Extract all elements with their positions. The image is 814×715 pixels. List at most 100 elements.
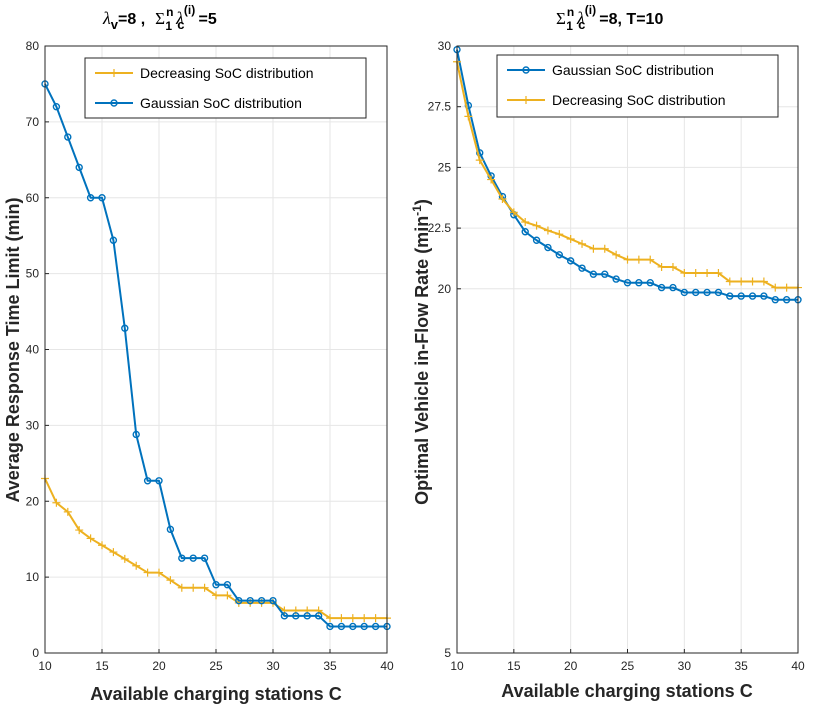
left-legend-box [84, 57, 367, 119]
right-gaussian-data-point [646, 279, 654, 287]
left-gaussian-data-point [212, 581, 220, 589]
right-tick-labels: 10 15 20 25 30 35 40 5 20 22.5 25 27.5 30 [428, 39, 805, 673]
right-decreasing-data-point [657, 262, 666, 271]
left-decreasing-data-point [143, 568, 152, 577]
right-gaussian-data-point [589, 270, 598, 278]
left-decreasing-data-point [177, 583, 186, 592]
right-x-tick-label: 35 [734, 659, 748, 673]
right-gaussian-data-point [680, 288, 689, 297]
left-y-tick-label: 60 [26, 191, 40, 205]
right-series [453, 45, 802, 304]
right-decreasing-data-point [691, 269, 700, 278]
right-gaussian-data-point [771, 296, 779, 304]
left-decreasing-data-point [360, 614, 369, 623]
left-y-tick-label: 70 [26, 115, 40, 129]
right-chart: 10 15 20 25 30 35 40 5 20 22.5 25 27.5 30 Gaussian S… [410, 3, 805, 701]
left-x-axis-label: Available charging stations C [90, 684, 341, 704]
left-y-axis-label: Average Response Time Limit (min) [3, 197, 23, 502]
left-gaussian-data-point [246, 596, 254, 605]
right-decreasing-data-point [612, 250, 621, 259]
left-x-tick-label: 30 [266, 659, 280, 673]
left-decreasing-data-point [200, 583, 209, 592]
right-x-tick-label: 10 [450, 659, 464, 673]
right-y-tick-label: 5 [444, 646, 451, 660]
right-gaussian-data-point [601, 270, 609, 278]
left-decreasing-data-point [86, 534, 95, 543]
right-gaussian-data-point [578, 264, 586, 272]
left-gaussian-data-point [75, 163, 83, 172]
right-legend-decreasing-marker [522, 96, 530, 104]
right-gaussian-data-point [555, 251, 563, 259]
right-decreasing-data-point [782, 283, 791, 292]
left-legend-gaussian-marker [110, 99, 118, 107]
right-gaussian-data-point [544, 243, 552, 252]
left-chart-title: λv=8 , Σn 1 λ(i) c =5 [102, 3, 217, 33]
right-gaussian-data-point [635, 279, 643, 287]
right-decreasing-data-point [759, 277, 768, 286]
right-decreasing-data-point [725, 277, 734, 286]
right-decreasing-data-point [600, 244, 609, 253]
left-y-tick-label: 30 [26, 418, 40, 432]
left-decreasing-data-point [348, 614, 357, 623]
left-gaussian-data-point [337, 622, 346, 631]
left-gaussian-data-point [132, 430, 140, 439]
left-legend-decreasing-label: Decreasing SoC distribution [140, 65, 314, 81]
left-gaussian-data-point [121, 324, 129, 332]
left-gaussian-data-point [349, 622, 357, 631]
right-y-tick-label: 20 [438, 282, 452, 296]
right-legend: Gaussian SoC distribution Decreasing SoC … [496, 54, 779, 118]
right-x-tick-label: 25 [621, 659, 635, 673]
left-gaussian-data-point [360, 622, 368, 631]
left-gaussian-data-point [166, 525, 175, 534]
left-decreasing-data-point [223, 591, 232, 600]
right-decreasing-data-point [566, 235, 575, 244]
right-gaussian-data-point [521, 228, 529, 236]
left-x-tick-label: 20 [152, 659, 166, 673]
left-x-tick-label: 10 [38, 659, 52, 673]
left-gaussian-data-point [292, 612, 300, 620]
right-x-tick-label: 20 [564, 659, 578, 673]
left-legend: Decreasing SoC distribution Gaussian SoC … [84, 57, 367, 119]
right-gaussian-data-point [623, 279, 632, 287]
right-legend-box [496, 54, 779, 118]
right-decreasing-data-point [509, 208, 518, 217]
left-decreasing-data-point [109, 548, 118, 557]
right-legend-gaussian-label: Gaussian SoC distribution [552, 62, 714, 78]
left-decreasing-data-point [189, 583, 198, 592]
left-y-tick-label: 20 [26, 494, 40, 508]
left-decreasing-data-point [326, 614, 334, 623]
right-x-tick-label: 15 [507, 659, 521, 673]
right-decreasing-data-point [589, 244, 598, 253]
right-gaussian-data-point [669, 283, 677, 292]
right-decreasing-data-point [748, 277, 757, 286]
right-chart-title: Σn 1 λ(i) c =8, T=10 [556, 3, 663, 33]
right-legend-gaussian-marker [522, 66, 530, 74]
left-gaussian-data-point [143, 477, 152, 485]
right-decreasing-data-point [737, 277, 746, 286]
right-gaussian-data-point [760, 292, 768, 300]
right-decreasing-data-point [521, 218, 530, 227]
right-x-tick-label: 40 [791, 659, 805, 673]
left-y-tick-label: 40 [26, 343, 40, 357]
left-gaussian-data-point [223, 581, 232, 589]
left-decreasing-data-point [75, 526, 84, 535]
left-gaussian-data-point [109, 236, 118, 244]
right-gaussian-data-point [714, 288, 723, 297]
right-decreasing-data-point [646, 255, 655, 264]
right-x-tick-label: 30 [678, 659, 692, 673]
right-gaussian-data-point [566, 257, 575, 265]
right-gaussian-data-point [748, 292, 757, 300]
right-gaussian-data-point [532, 236, 541, 244]
left-gaussian-data-point [178, 554, 186, 562]
left-y-tick-label: 10 [26, 570, 40, 584]
left-gaussian-data-point [200, 554, 209, 562]
right-decreasing-data-point [498, 194, 507, 203]
right-decreasing-data-point [464, 112, 473, 121]
left-gaussian-data-point [189, 554, 197, 562]
right-gaussian-data-point [782, 296, 791, 304]
left-gaussian-data-point [52, 102, 61, 111]
right-gaussian-data-point [703, 288, 711, 297]
left-series [41, 80, 391, 631]
left-gaussian-data-point [303, 612, 311, 620]
